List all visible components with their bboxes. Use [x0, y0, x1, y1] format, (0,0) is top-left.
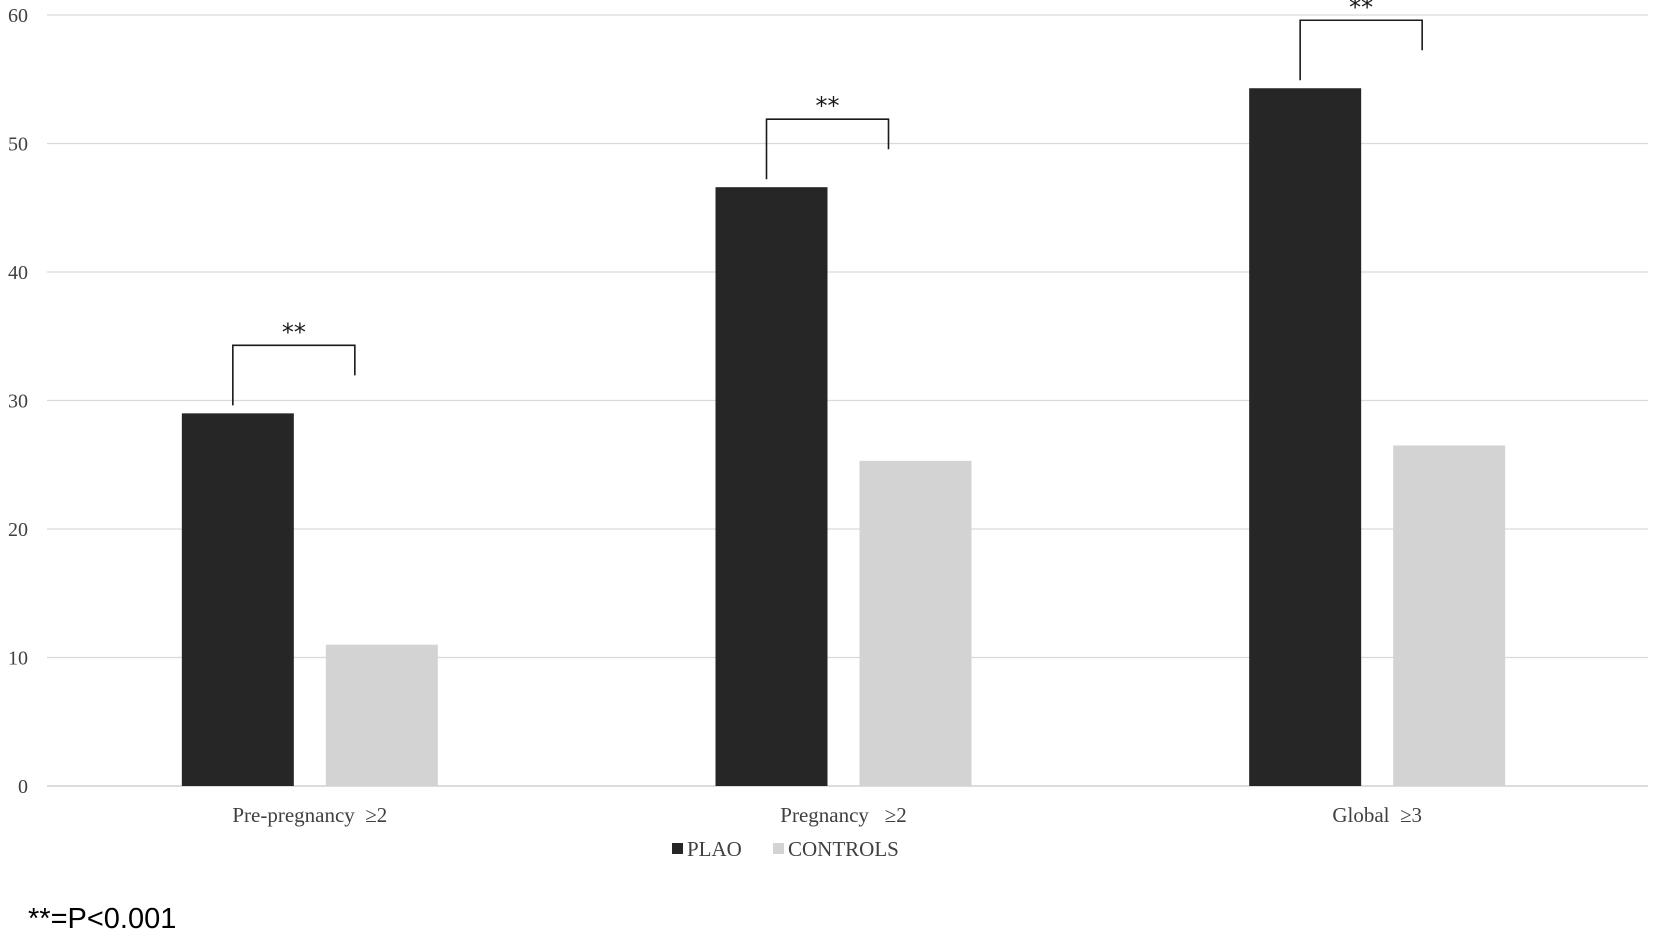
significance-brackets: ** ** ** — [232, 0, 1423, 406]
bar-controls-1 — [859, 460, 972, 786]
category-label-1: Pregnancy ≥2 — [780, 803, 906, 827]
y-axis-tick-labels: 0 10 20 30 40 50 60 — [8, 5, 28, 798]
significance-bracket-1 — [765, 118, 890, 180]
significance-bracket-2 — [1299, 19, 1423, 81]
y-tick-label-40: 40 — [8, 262, 28, 284]
bar-controls-0 — [325, 644, 438, 786]
bar-plao-0 — [181, 413, 294, 786]
category-label-0: Pre-pregnancy ≥2 — [232, 803, 387, 827]
legend-label-controls: CONTROLS — [788, 837, 899, 861]
bars — [181, 88, 1506, 787]
y-tick-label-30: 30 — [8, 391, 28, 413]
gridlines — [47, 14, 1648, 787]
footnote: **=P<0.001 — [28, 903, 177, 935]
category-label-2: Global ≥3 — [1332, 803, 1422, 827]
legend-swatch-plao — [672, 843, 683, 854]
legend-label-plao: PLAO — [687, 837, 742, 861]
y-tick-label-50: 50 — [8, 134, 28, 156]
legend-swatch-controls — [773, 843, 784, 854]
bar-plao-2 — [1249, 88, 1362, 787]
significance-label-1: ** — [816, 92, 840, 120]
bar-plao-1 — [715, 187, 828, 786]
bar-controls-2 — [1393, 445, 1506, 786]
significance-label-2: ** — [1349, 0, 1373, 21]
category-labels: Pre-pregnancy ≥2 Pregnancy ≥2 Global ≥3 — [232, 803, 1422, 827]
significance-bracket-0 — [232, 344, 356, 406]
y-tick-label-0: 0 — [18, 776, 28, 798]
y-tick-label-20: 20 — [8, 519, 28, 541]
y-tick-label-60: 60 — [8, 5, 28, 27]
y-tick-label-10: 10 — [8, 648, 28, 670]
legend: PLAO CONTROLS — [672, 837, 899, 861]
significance-label-0: ** — [282, 318, 306, 346]
